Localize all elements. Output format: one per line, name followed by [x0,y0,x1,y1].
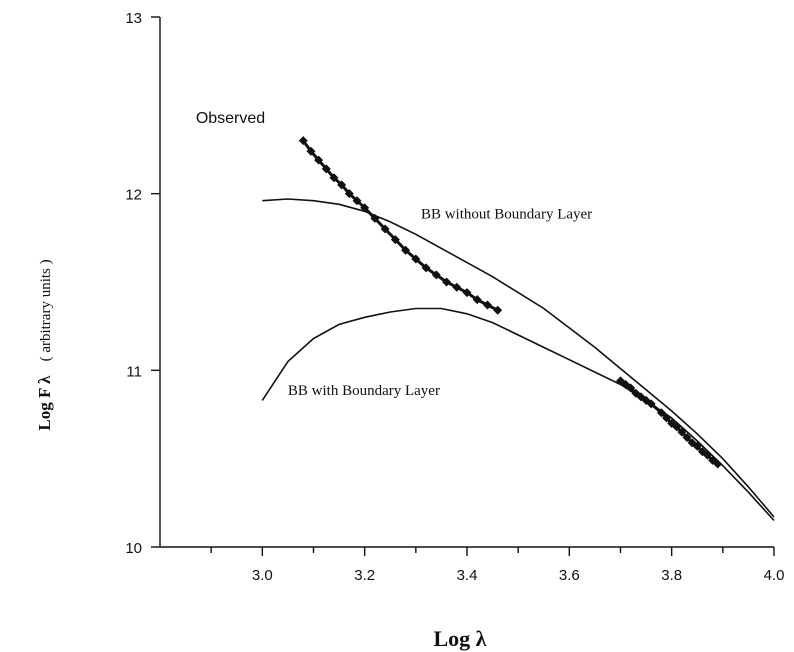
series-1-observed-point [472,295,482,305]
x-tick-label: 3.0 [252,567,273,584]
series-1-observed-point [314,155,324,165]
x-tick-label: 4.0 [764,567,785,584]
series-1-observed-point [337,180,347,190]
annotations: Observed BB without Boundary Layer BB with… [196,110,592,399]
y-axis-label-units: ( arbitrary units ) [38,259,54,361]
series-1-observed-line [302,139,499,312]
series-1-observed-point [321,164,331,174]
series-1-observed-point [493,305,503,315]
series-1-observed-point [682,432,692,442]
y-axis-label-main: Log F λ [35,375,54,431]
series-1-observed-point [482,300,492,310]
x-tick-label: 3.6 [559,567,580,584]
plot-series [261,136,775,522]
x-ticks: 3.0 3.2 3.4 3.6 3.8 4.0 [210,547,785,584]
series-1-observed-point [401,245,411,255]
series-1-observed-point [713,459,723,469]
series-1-observed-point [380,224,390,234]
y-ticks: 10 11 12 13 [125,10,160,557]
series-1-observed-point [656,408,666,418]
x-axis-label: Log λ [434,626,487,651]
svg-text:Log F λ ( arbitrary unit: Log F λ ( arbitrary units ) [35,259,54,430]
axes [159,17,774,548]
series-1-observed-point [442,277,452,287]
series-2-line [262,198,775,518]
series-1-observed-point [462,288,472,298]
x-tick-label: 3.4 [457,567,478,584]
series-1-observed-point [306,146,316,156]
annotation-label: Observed [196,110,265,127]
annotation-label: BB without Boundary Layer [421,206,592,222]
series-1-observed-point [344,189,354,199]
series-3-line [261,307,775,522]
series-1-observed-point [329,173,339,183]
series-1-observed-point [390,235,400,245]
series-1-observed-point [452,282,462,292]
y-axis-label: Log F λ ( arbitrary units ) [35,259,54,430]
series-1-observed-point [352,196,362,206]
series-1-observed-point [431,270,441,280]
x-tick-label: 3.2 [354,567,375,584]
series-1-observed-point [411,254,421,264]
annotation-label: BB with Boundary Layer [288,383,440,399]
series-1-observed-point [298,136,308,146]
series-1-observed-point [421,263,431,273]
y-tick-label: 13 [125,10,142,27]
x-tick-label: 3.8 [661,567,682,584]
y-tick-label: 12 [125,187,142,204]
y-tick-label: 10 [125,540,142,557]
y-tick-label: 11 [126,363,142,380]
